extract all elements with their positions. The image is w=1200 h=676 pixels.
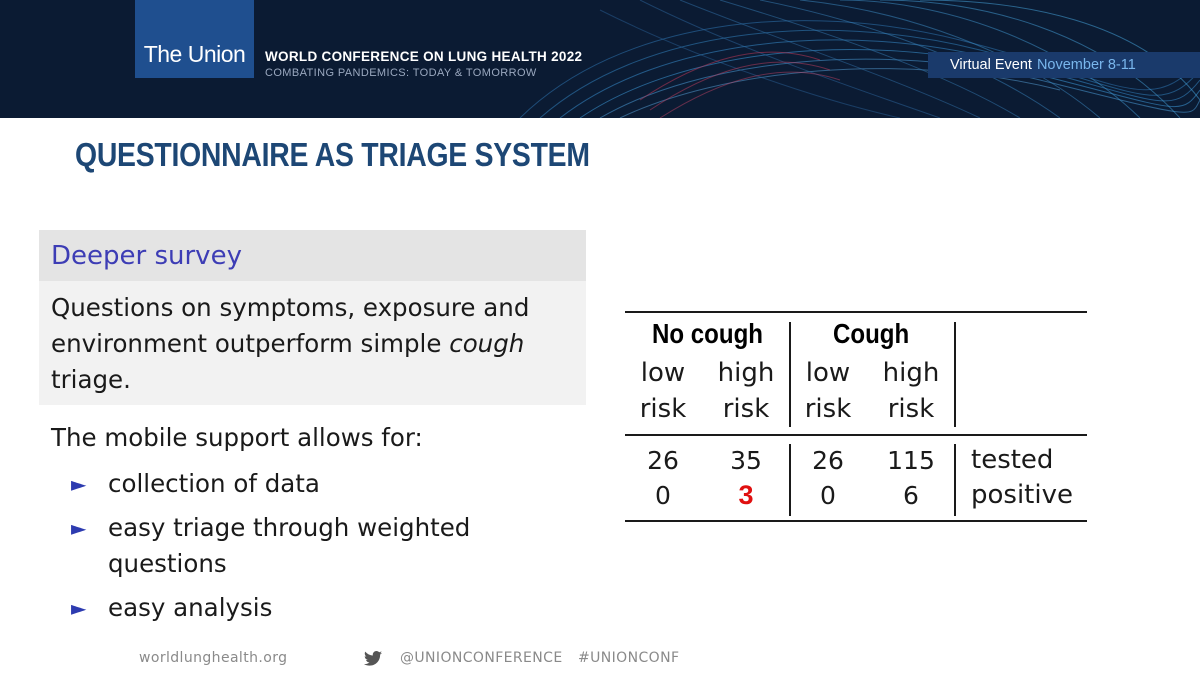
- triangle-bullet-icon: ►: [71, 596, 87, 620]
- subheader-line1: low: [640, 358, 686, 388]
- subheader-line2: risk: [887, 394, 935, 424]
- group-header-no-cough: No cough: [652, 318, 764, 349]
- subheader-line1: low: [805, 358, 851, 388]
- virtual-event-dates: November 8-11: [1036, 57, 1136, 73]
- row-label-tested: tested: [971, 445, 1054, 475]
- table-top-rule: [625, 311, 1087, 313]
- table-cell: 26: [812, 446, 844, 475]
- table-cell-highlighted: 3: [738, 480, 754, 510]
- block-heading: Deeper survey: [39, 230, 586, 281]
- row-label-positive: positive: [971, 480, 1073, 510]
- subheader-line2: risk: [804, 394, 852, 424]
- virtual-event-label: Virtual Event: [950, 57, 1032, 73]
- triangle-bullet-icon: ►: [71, 516, 87, 540]
- footer-hashtag: #UNIONCONF: [578, 650, 680, 666]
- footer-website: worldlunghealth.org: [139, 650, 288, 666]
- mobile-support-intro: The mobile support allows for:: [51, 423, 423, 452]
- subheader-line2: risk: [722, 394, 770, 424]
- subheader-line1: high: [717, 358, 775, 388]
- column-divider: [954, 444, 956, 516]
- triage-results-table: No cough Cough low risk high risk low ri…: [625, 311, 1087, 523]
- triangle-bullet-icon: ►: [71, 472, 87, 496]
- deeper-survey-block: Deeper survey Questions on symptoms, exp…: [39, 230, 586, 405]
- conference-title: WORLD CONFERENCE ON LUNG HEALTH 2022: [265, 49, 583, 64]
- slide-title: QUESTIONNAIRE AS TRIAGE SYSTEM: [75, 136, 590, 173]
- list-item-text: easy analysis: [108, 593, 273, 622]
- column-divider: [789, 444, 791, 516]
- block-body-emphasis: cough: [449, 329, 525, 358]
- subheader-line2: risk: [639, 394, 687, 424]
- list-item: ► easy triage through weighted questions: [71, 510, 541, 582]
- table-bottom-rule: [625, 520, 1087, 522]
- column-divider: [789, 322, 791, 427]
- column-divider: [954, 322, 956, 427]
- conference-subtitle: COMBATING PANDEMICS: TODAY & TOMORROW: [265, 67, 537, 79]
- block-body: Questions on symptoms, exposure and envi…: [39, 281, 586, 405]
- list-item: ► collection of data: [71, 466, 541, 502]
- list-item: ► easy analysis: [71, 590, 541, 626]
- table-cell: 6: [903, 481, 919, 510]
- logo-text: The Union: [143, 40, 246, 67]
- list-item-text: easy triage through weighted questions: [108, 513, 471, 578]
- twitter-icon: [364, 651, 382, 666]
- group-header-cough: Cough: [833, 318, 910, 349]
- block-body-text-end: triage.: [51, 365, 131, 394]
- virtual-event-badge: Virtual Event November 8-11: [928, 52, 1200, 78]
- block-body-text: Questions on symptoms, exposure and envi…: [51, 293, 530, 358]
- footer-twitter-handle: @UNIONCONFERENCE: [400, 650, 563, 666]
- table-cell: 0: [655, 481, 671, 510]
- table-cell: 26: [647, 446, 679, 475]
- table-header-rule: [625, 434, 1087, 436]
- table-cell: 115: [887, 446, 935, 475]
- mobile-support-list: ► collection of data ► easy triage throu…: [71, 466, 541, 634]
- table-cell: 35: [730, 446, 762, 475]
- table-cell: 0: [820, 481, 836, 510]
- list-item-text: collection of data: [108, 469, 320, 498]
- subheader-line1: high: [882, 358, 940, 388]
- the-union-logo: The Union: [135, 0, 254, 78]
- conference-banner: The Union WORLD CONFERENCE ON LUNG HEALT…: [0, 0, 1200, 118]
